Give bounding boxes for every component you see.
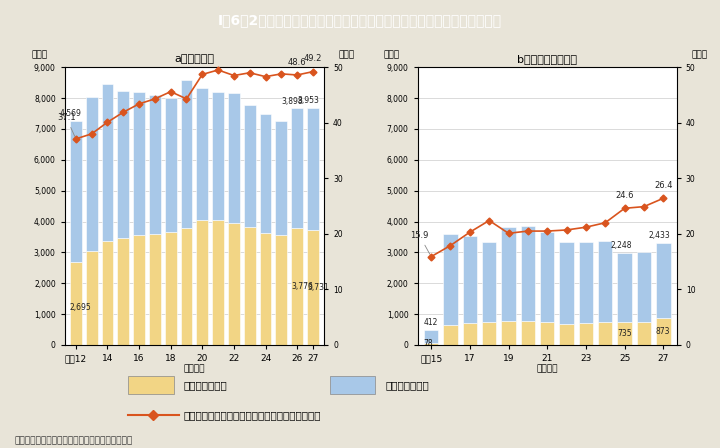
Bar [482,322,496,345]
Title: a．修士課程: a．修士課程 [174,54,215,64]
Bar [165,233,176,345]
Text: 4,569: 4,569 [60,109,82,118]
Text: （％）: （％） [339,50,355,59]
Text: 社会人女子学生: 社会人女子学生 [184,380,228,390]
Bar [165,98,176,233]
Bar [102,241,114,345]
Text: （備考）文部科学省「学校基本調査」より作成。: （備考）文部科学省「学校基本調査」より作成。 [14,437,132,446]
Bar [501,321,516,345]
Bar [307,230,319,345]
Bar [86,251,98,345]
Bar [482,242,496,322]
Text: 48.6: 48.6 [288,58,307,67]
Text: 873: 873 [656,327,670,336]
Text: （人）: （人） [384,50,400,59]
Bar [275,121,287,235]
Title: b．専門職学位課程: b．専門職学位課程 [517,54,577,64]
Text: 3,731: 3,731 [307,283,329,292]
Bar [444,234,458,325]
Text: 2,248: 2,248 [611,241,632,250]
Bar [244,227,256,345]
Bar [117,238,129,345]
Bar [521,321,535,345]
Bar [149,234,161,345]
Bar [462,236,477,323]
Bar [559,323,574,345]
Bar [181,228,192,345]
X-axis label: （年度）: （年度） [536,364,558,373]
Bar [228,223,240,345]
Text: 社会人入学者に占める女子学生の割合（右目盛）: 社会人入学者に占める女子学生の割合（右目盛） [184,410,321,420]
Text: （人）: （人） [31,50,48,59]
Bar [70,262,82,345]
Text: 26.4: 26.4 [654,181,672,190]
Bar [540,233,554,322]
Bar [559,242,574,323]
X-axis label: （年度）: （年度） [184,364,205,373]
Bar [197,89,208,220]
Bar [501,227,516,321]
Bar [579,241,593,323]
Text: 2,695: 2,695 [69,303,91,312]
Bar [598,241,613,322]
Bar [260,233,271,345]
Bar [86,97,98,251]
Bar [636,322,651,345]
Bar [462,323,477,345]
Text: 社会人男子学生: 社会人男子学生 [385,380,429,390]
Bar [260,114,271,233]
Bar [617,253,632,322]
Text: 3,776: 3,776 [291,282,313,291]
Bar [291,228,303,345]
Bar [636,252,651,322]
Text: I－6－2図　社会人大学院入学者数（男女別）及び女子学生の割合の推移: I－6－2図 社会人大学院入学者数（男女別）及び女子学生の割合の推移 [218,13,502,27]
Bar [444,325,458,345]
Text: （％）: （％） [692,50,708,59]
Bar [656,243,670,318]
Bar [70,121,82,262]
Bar [617,322,632,345]
Bar [102,85,114,241]
Bar [128,376,174,394]
Text: 3,898: 3,898 [282,97,303,106]
Text: 78: 78 [423,340,433,349]
Bar [424,343,438,345]
Bar [197,220,208,345]
Bar [133,235,145,345]
Bar [133,92,145,235]
Bar [291,108,303,228]
Bar [330,376,375,394]
Bar [656,318,670,345]
Bar [521,226,535,321]
Bar [598,322,613,345]
Bar [228,94,240,223]
Text: 2,433: 2,433 [649,232,670,241]
Bar [149,95,161,234]
Bar [307,108,319,230]
Bar [212,220,224,345]
Text: 24.6: 24.6 [616,191,634,200]
Bar [244,104,256,227]
Text: 15.9: 15.9 [410,231,430,254]
Text: 37.1: 37.1 [57,113,76,136]
Bar [212,92,224,220]
Bar [540,322,554,345]
Bar [275,235,287,345]
Text: 735: 735 [617,329,632,338]
Text: 49.2: 49.2 [304,54,322,63]
Bar [424,330,438,343]
Bar [579,323,593,345]
Text: 3,953: 3,953 [297,96,319,105]
Bar [181,81,192,228]
Text: 412: 412 [424,319,438,327]
Bar [117,91,129,238]
